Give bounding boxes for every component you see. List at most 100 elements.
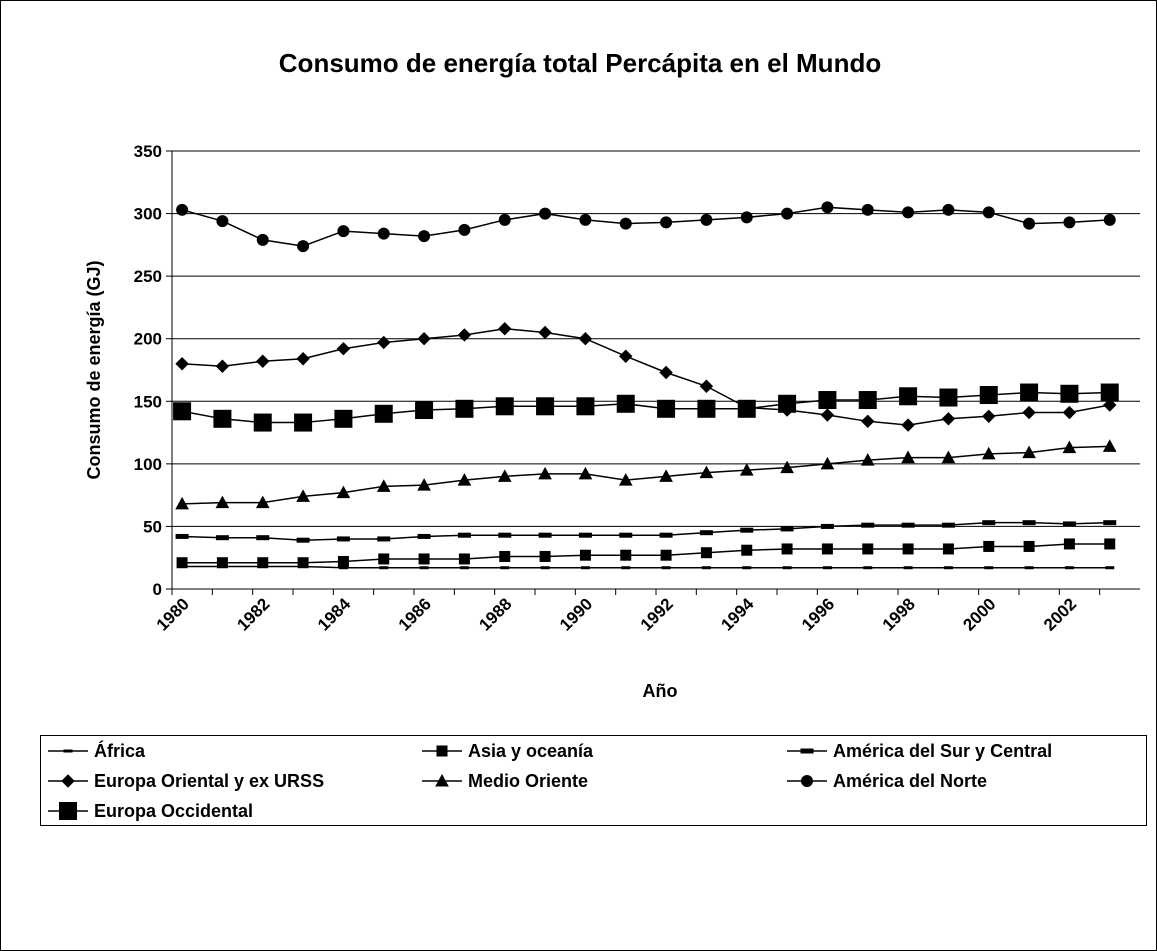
marker <box>781 543 793 555</box>
marker <box>256 233 269 246</box>
marker <box>215 495 230 509</box>
marker <box>1104 538 1116 550</box>
marker <box>458 223 471 236</box>
marker <box>863 566 873 570</box>
marker <box>540 566 550 570</box>
marker <box>981 446 996 460</box>
marker <box>742 566 752 570</box>
marker <box>902 543 914 555</box>
legend-label: Europa Occidental <box>94 801 253 821</box>
marker <box>821 201 834 214</box>
marker <box>1105 566 1115 570</box>
marker <box>1022 520 1036 526</box>
marker <box>173 402 192 421</box>
marker <box>296 352 310 366</box>
legend-label: África <box>94 740 146 761</box>
marker <box>457 473 472 486</box>
marker <box>253 413 272 432</box>
y-tick-label: 150 <box>134 392 162 411</box>
marker <box>860 453 875 466</box>
series-line <box>182 543 1110 564</box>
marker <box>697 399 716 418</box>
marker <box>740 527 754 533</box>
legend-marker <box>61 774 75 788</box>
marker <box>1100 383 1119 402</box>
marker <box>982 520 996 526</box>
marker <box>175 357 189 371</box>
marker <box>620 549 632 561</box>
y-axis-label: Consumo de energía (GJ) <box>84 260 104 479</box>
marker <box>495 397 514 416</box>
marker <box>539 550 551 562</box>
marker <box>820 523 834 529</box>
marker <box>901 522 915 528</box>
marker <box>536 397 555 416</box>
marker <box>215 359 230 373</box>
marker <box>862 543 874 555</box>
marker <box>861 203 874 216</box>
marker <box>337 555 349 567</box>
marker <box>657 399 676 418</box>
marker <box>903 566 913 570</box>
marker <box>417 533 431 539</box>
marker <box>740 211 753 224</box>
marker <box>699 379 714 393</box>
marker <box>374 404 393 423</box>
marker <box>377 227 390 240</box>
marker <box>781 207 794 220</box>
series-line <box>182 565 1110 569</box>
marker <box>498 321 512 336</box>
marker <box>539 207 552 220</box>
marker <box>1063 216 1076 229</box>
marker <box>296 537 310 543</box>
marker <box>902 206 915 219</box>
marker <box>1020 383 1039 402</box>
marker <box>418 230 431 243</box>
marker <box>782 566 792 570</box>
marker <box>378 553 390 565</box>
legend-label: América del Norte <box>833 771 987 791</box>
marker <box>820 456 835 470</box>
marker <box>941 412 956 426</box>
marker <box>700 547 712 559</box>
marker <box>899 387 918 406</box>
marker <box>337 225 350 238</box>
marker <box>256 354 270 368</box>
y-tick-label: 100 <box>134 455 162 474</box>
marker <box>818 391 837 410</box>
marker <box>578 466 593 480</box>
marker <box>297 240 310 253</box>
marker <box>377 335 391 350</box>
marker <box>739 463 754 476</box>
y-tick-label: 300 <box>134 205 162 224</box>
legend-marker <box>63 749 73 753</box>
marker <box>216 557 228 569</box>
marker <box>821 543 833 555</box>
marker <box>457 328 472 342</box>
marker <box>861 414 875 429</box>
marker <box>296 489 310 502</box>
y-tick-label: 250 <box>134 267 162 286</box>
marker <box>419 566 429 570</box>
marker <box>1022 405 1036 420</box>
y-tick-label: 50 <box>143 517 162 536</box>
marker <box>215 535 229 541</box>
marker <box>1063 538 1075 550</box>
legend-label: Medio Oriente <box>468 771 588 791</box>
marker <box>942 203 955 216</box>
marker <box>417 478 431 491</box>
marker <box>659 469 673 482</box>
marker <box>498 213 511 226</box>
marker <box>1062 405 1077 420</box>
marker <box>336 342 351 356</box>
marker <box>820 408 835 422</box>
marker <box>659 532 673 538</box>
y-tick-label: 0 <box>153 580 162 599</box>
marker <box>661 566 671 570</box>
marker <box>579 549 591 561</box>
chart-title: Consumo de energía total Percápita en el… <box>279 48 881 78</box>
marker <box>538 325 552 340</box>
marker <box>941 522 955 528</box>
